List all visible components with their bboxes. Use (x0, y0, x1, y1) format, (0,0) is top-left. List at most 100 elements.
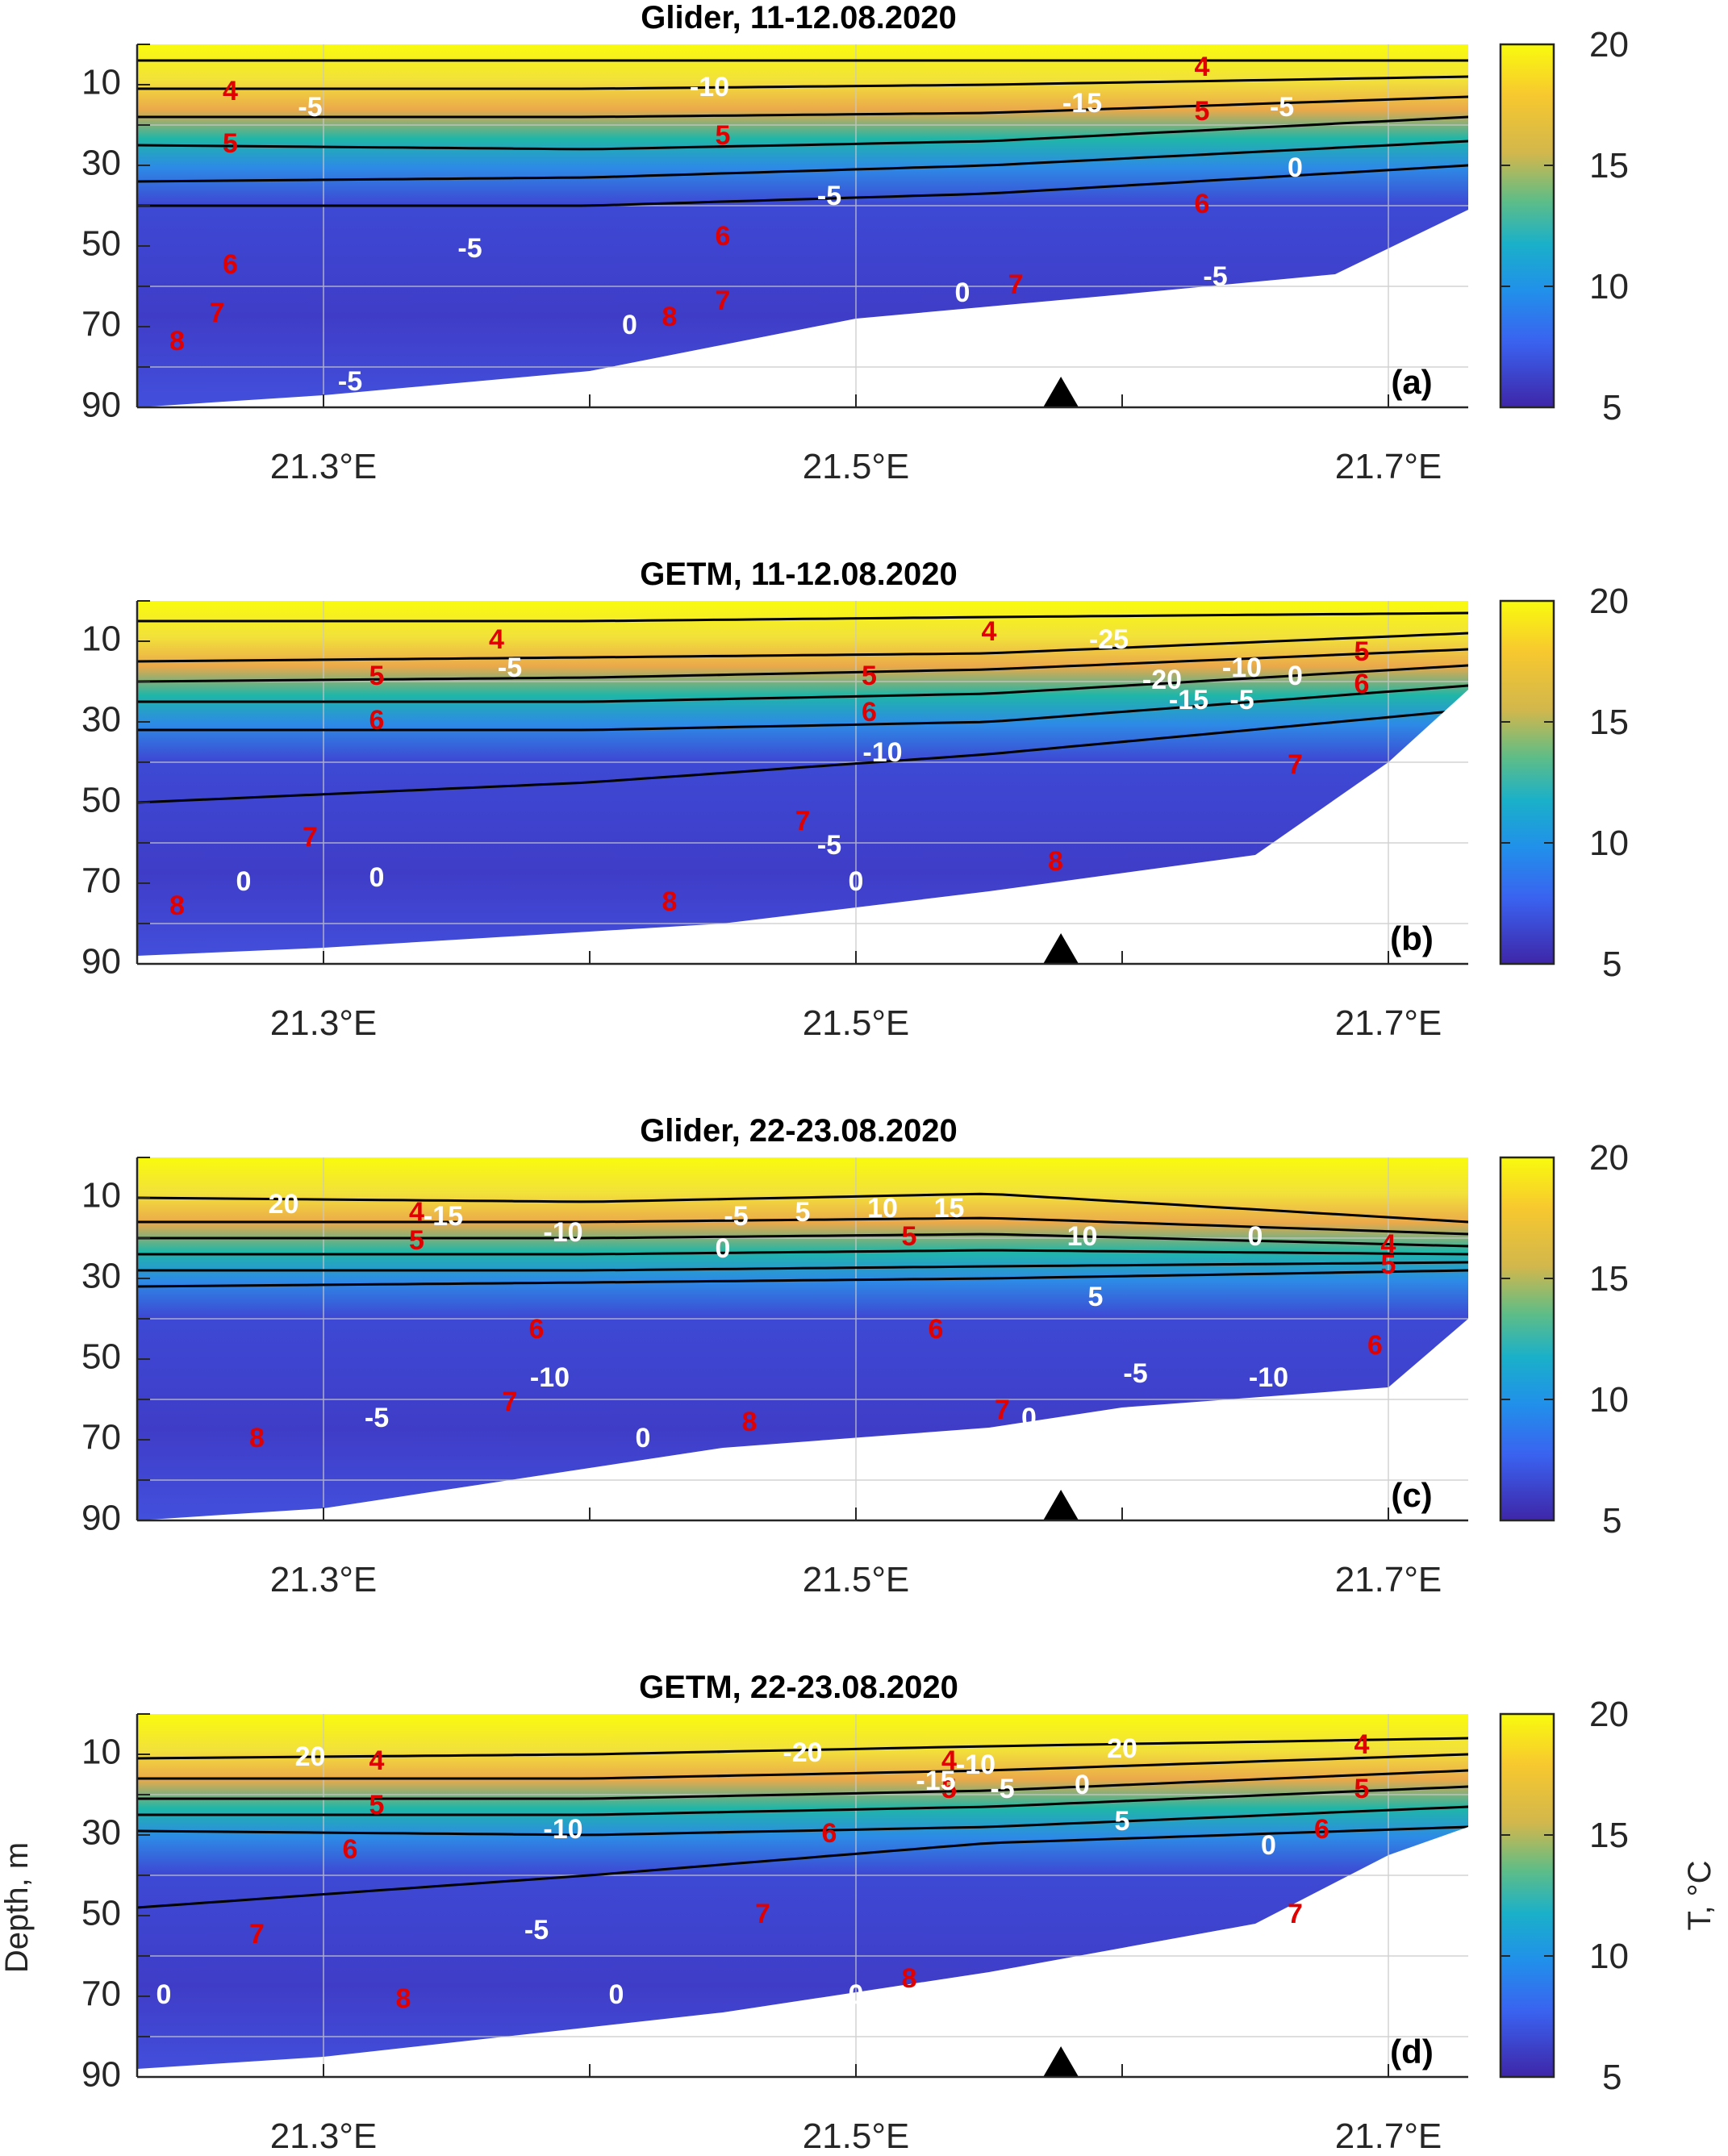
y-tick-label: 30 (81, 700, 121, 740)
white-contour-label: -5 (338, 366, 362, 397)
red-contour-label: 7 (795, 806, 811, 836)
red-contour-label: 4 (369, 1745, 385, 1776)
colorbar-tick-5: 5 (1602, 2058, 1622, 2097)
colorbar-tick-labels: 20 15 10 5 (1589, 582, 1629, 984)
white-contour-label: 10 (1067, 1221, 1098, 1252)
isotherm-line (137, 1785, 1468, 1816)
white-contour-label: -15 (1169, 685, 1208, 715)
white-contour-label: -20 (1142, 665, 1182, 695)
red-contour-label: 5 (716, 120, 731, 151)
red-contour-label: 4 (489, 624, 504, 655)
colorbar-tick-20: 20 (1589, 1695, 1629, 1734)
white-contour-label: -10 (543, 1217, 582, 1248)
white-contour-label: 0 (955, 277, 970, 308)
isotherm-lines (137, 59, 1468, 207)
red-contour-label: 7 (303, 822, 318, 853)
y-tick-label: 10 (81, 1733, 121, 1772)
red-contour-label: 7 (995, 1395, 1010, 1425)
white-contour-label: 20 (269, 1189, 299, 1220)
white-contour-label: 5 (1088, 1282, 1104, 1312)
red-contour-label: 8 (169, 890, 185, 921)
red-contour-label: 6 (822, 1818, 837, 1849)
white-contour-label: 0 (716, 1233, 731, 1264)
x-ticks: 21.3°E 21.5°E 21.7°E (270, 1508, 1442, 1599)
white-contour-label: 0 (1248, 1221, 1263, 1252)
colorbar-tick-15: 15 (1589, 1259, 1629, 1299)
y-tick-label: 70 (81, 1975, 121, 2014)
x-tick-label: 21.7°E (1335, 1560, 1442, 1599)
white-contour-label: -5 (990, 1774, 1014, 1804)
white-contour-label: 0 (157, 1979, 172, 2010)
y-tick-label: 30 (81, 1813, 121, 1853)
y-tick-label: 90 (81, 942, 121, 982)
x-tick-label: 21.3°E (270, 2116, 378, 2156)
colorbar-tick-20: 20 (1589, 582, 1629, 621)
red-contour-label: 8 (742, 1407, 758, 1437)
y-tick-label: 50 (81, 224, 121, 264)
panel-title: Glider, 22-23.08.2020 (640, 1113, 958, 1149)
y-tick-label: 50 (81, 1337, 121, 1377)
red-contour-label: 7 (503, 1387, 518, 1417)
isotherm-line (137, 648, 1468, 683)
isotherm-line (137, 1769, 1468, 1800)
white-contour-label: 0 (1261, 1830, 1276, 1861)
white-contour-label: -10 (543, 1814, 582, 1845)
white-contour-label: 20 (295, 1741, 326, 1772)
white-contour-label: 0 (849, 1979, 864, 2010)
red-contour-label: 6 (716, 221, 731, 252)
isotherm-line (137, 1825, 1468, 1909)
white-contour-label: -5 (298, 92, 322, 123)
red-contour-label: 6 (862, 697, 877, 728)
panel-label: (d) (1390, 2033, 1434, 2071)
y-tick-label: 70 (81, 861, 121, 901)
red-contour-label: 6 (1367, 1330, 1383, 1361)
red-contour-label: 7 (210, 298, 225, 328)
colorbar-tick-20: 20 (1589, 1138, 1629, 1178)
red-contour-label: 8 (1048, 846, 1063, 877)
y-tick-label: 70 (81, 305, 121, 344)
red-contour-label: 5 (1381, 1249, 1396, 1280)
white-contour-label: -5 (817, 830, 841, 861)
x-tick-label: 21.3°E (270, 447, 378, 486)
x-tick-label: 21.7°E (1335, 447, 1442, 486)
white-contour-label: 0 (849, 866, 864, 897)
colorbar (1499, 43, 1555, 409)
x-tick-label: 21.5°E (803, 2116, 910, 2156)
y-tick-label: 70 (81, 1418, 121, 1457)
white-contour-label: -10 (530, 1362, 570, 1393)
x-tick-label: 21.5°E (803, 1560, 910, 1599)
colorbar-tick-10: 10 (1589, 1380, 1629, 1420)
colorbar-tick-labels: 20 15 10 5 (1589, 1138, 1629, 1541)
y-tick-label: 90 (81, 1499, 121, 1538)
x-ticks: 21.3°E 21.5°E 21.7°E (270, 2064, 1442, 2156)
y-axis-label: Depth, m (0, 1842, 35, 1973)
white-contour-label: -15 (916, 1766, 955, 1796)
white-contour-label: -5 (498, 653, 522, 683)
x-tick-label: 21.7°E (1335, 2116, 1442, 2156)
temperature-field (137, 1714, 1468, 2069)
isotherm-line (137, 1216, 1468, 1236)
white-contour-label: -5 (365, 1403, 389, 1433)
isotherm-line (137, 684, 1468, 732)
white-contour-label: -5 (524, 1915, 549, 1945)
red-contour-label: 7 (1008, 269, 1024, 300)
red-contour-label: 5 (941, 1774, 957, 1804)
isotherm-line (137, 75, 1468, 90)
white-contour-label: 0 (1075, 1770, 1090, 1800)
red-contour-label: 4 (409, 1197, 424, 1228)
red-contour-label: 4 (1195, 52, 1210, 82)
red-contour-label: 5 (902, 1221, 917, 1252)
isotherm-line (137, 1249, 1468, 1256)
panel-label: (c) (1391, 1476, 1432, 1514)
red-contour-label: 6 (1354, 669, 1370, 699)
red-contour-label: 6 (369, 705, 385, 736)
panel-title: GETM, 11-12.08.2020 (640, 557, 958, 592)
white-contour-label: 0 (369, 862, 385, 893)
red-contour-label: 4 (1381, 1229, 1396, 1260)
colorbar-tick-labels: 20 15 10 5 (1589, 1695, 1629, 2097)
white-contour-label: 5 (1115, 1806, 1130, 1837)
white-contour-label: -5 (724, 1201, 748, 1232)
